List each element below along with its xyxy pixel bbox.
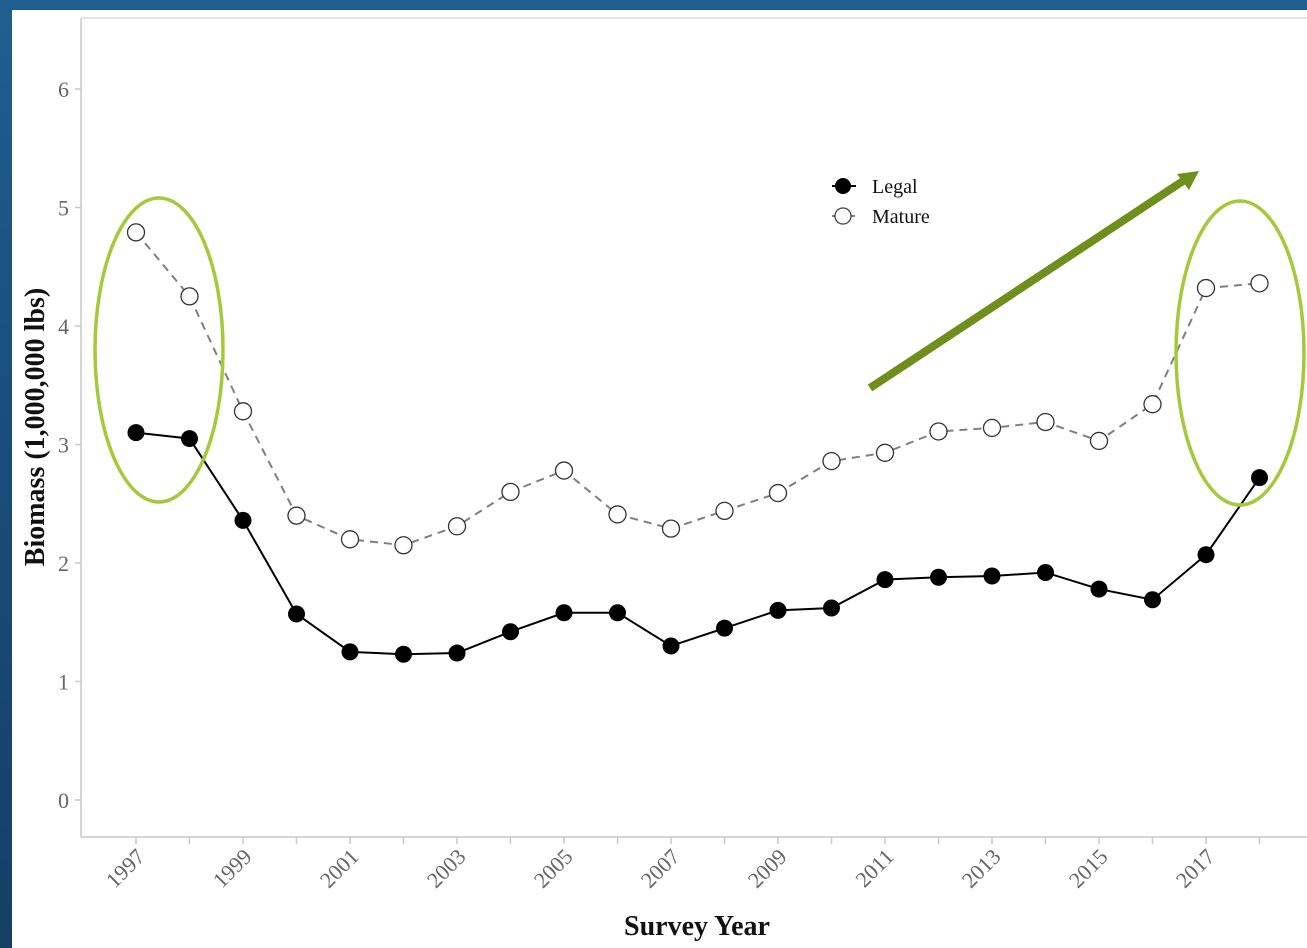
y-tick-label: 1 xyxy=(58,670,69,695)
mature-point xyxy=(661,519,681,538)
x-axis-title: Survey Year xyxy=(624,911,770,942)
x-tick-label: 1997 xyxy=(101,844,150,893)
mature-point xyxy=(1036,412,1055,432)
legal-point xyxy=(127,424,145,442)
x-tick-label: 2001 xyxy=(315,844,364,893)
legal-point xyxy=(1251,469,1268,487)
x-tick-label: 2009 xyxy=(743,844,792,893)
legal-point xyxy=(1144,591,1161,609)
mature-point xyxy=(768,483,788,503)
trend-arrow-head xyxy=(1177,171,1199,190)
mature-point xyxy=(875,443,895,462)
highlight-ellipse xyxy=(1174,199,1306,507)
mature-point xyxy=(180,287,199,306)
series-layer xyxy=(126,223,1269,663)
legal-point xyxy=(181,430,198,448)
mature-point xyxy=(1196,278,1216,298)
x-tick-label: 1999 xyxy=(208,844,257,893)
mature-point xyxy=(1250,274,1269,293)
mature-point xyxy=(929,422,948,441)
mature-series-line xyxy=(135,231,1260,547)
mature-point xyxy=(287,506,306,525)
legal-point xyxy=(555,604,573,622)
legal-point xyxy=(609,604,626,622)
legal-point xyxy=(1090,580,1108,598)
mature-point xyxy=(1143,395,1162,414)
legal-point xyxy=(448,644,466,662)
legal-point xyxy=(823,599,840,617)
mature-point xyxy=(982,418,1002,438)
y-tick-label: 4 xyxy=(58,314,69,339)
x-axis-ticks: 1997 1999 2001 2003 2005 2007 2009 2011 2013 2015… xyxy=(101,837,1261,893)
y-tick-label: 6 xyxy=(58,77,69,102)
legal-point xyxy=(1197,546,1215,564)
mature-point xyxy=(340,530,360,549)
legal-point xyxy=(288,605,305,623)
x-tick-label: 2007 xyxy=(636,844,685,893)
legal-point xyxy=(930,568,947,586)
legal-point xyxy=(395,645,412,663)
trend-arrow-shaft xyxy=(867,177,1186,392)
legal-series-line xyxy=(135,431,1261,656)
x-tick-label: 2013 xyxy=(957,844,1006,893)
legend-mature-marker xyxy=(834,207,852,225)
x-tick-label: 2017 xyxy=(1171,844,1220,893)
legal-point xyxy=(234,511,252,529)
legal-point xyxy=(716,619,733,637)
legal-point xyxy=(341,643,359,661)
legal-point xyxy=(662,637,680,655)
x-tick-label: 2005 xyxy=(529,844,578,893)
legend-legal-marker xyxy=(835,178,851,194)
mature-point xyxy=(126,223,146,242)
legal-point xyxy=(876,571,894,589)
chart-panel xyxy=(12,10,1307,948)
x-tick-label: 2015 xyxy=(1064,844,1113,893)
mature-point xyxy=(715,501,734,521)
x-tick-label: 2003 xyxy=(422,844,471,893)
mature-point xyxy=(394,536,413,555)
mature-point xyxy=(447,517,467,536)
legend: Legal Mature xyxy=(832,176,930,228)
legal-point xyxy=(502,623,519,641)
y-tick-label: 2 xyxy=(58,551,69,576)
legal-point xyxy=(983,567,1001,585)
x-tick-label: 2011 xyxy=(850,844,898,892)
legal-point xyxy=(769,601,787,619)
mature-point xyxy=(501,482,520,502)
mature-point xyxy=(822,451,841,471)
y-tick-label: 3 xyxy=(58,433,69,458)
annotation-layer xyxy=(93,171,1306,507)
mature-point xyxy=(608,505,627,524)
mature-point xyxy=(233,402,253,421)
legend-legal-label: Legal xyxy=(872,176,918,198)
mature-point xyxy=(554,461,574,480)
y-tick-label: 0 xyxy=(58,788,69,813)
legend-mature-label: Mature xyxy=(872,206,930,228)
mature-point xyxy=(1089,431,1109,451)
highlight-ellipse xyxy=(93,196,225,504)
legal-point xyxy=(1037,563,1054,581)
y-axis-title: Biomass (1,000,000 lbs) xyxy=(20,288,51,566)
y-axis-ticks: 0 1 2 3 4 5 6 xyxy=(58,77,81,813)
y-tick-label: 5 xyxy=(58,196,69,221)
